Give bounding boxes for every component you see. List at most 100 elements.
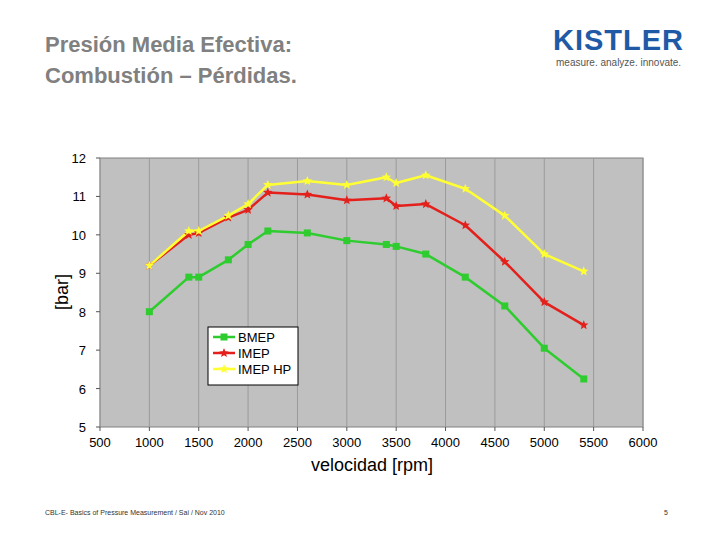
x-tick xyxy=(149,427,150,431)
footer: CBL-E- Basics of Pressure Measurement / … xyxy=(45,509,225,516)
y-tick xyxy=(96,350,100,351)
series-marker xyxy=(245,241,252,248)
x-tick-label: 1000 xyxy=(135,435,164,450)
grid-line xyxy=(593,158,594,427)
legend-marker xyxy=(219,364,229,373)
series-marker xyxy=(243,199,253,208)
series-marker xyxy=(303,176,313,185)
y-tick xyxy=(96,427,100,428)
slide-title: Combustión – Pérdidas. xyxy=(45,63,297,88)
legend-marker xyxy=(221,334,228,341)
series-marker xyxy=(579,266,589,275)
series-marker xyxy=(342,195,352,204)
series-marker xyxy=(391,178,401,187)
x-tick-label: 4000 xyxy=(431,435,460,450)
x-tick-label: 6000 xyxy=(629,435,658,450)
slide-title: Presión Media Efectiva: xyxy=(45,32,292,57)
series-marker xyxy=(421,170,431,179)
legend-box xyxy=(208,327,298,385)
y-tick-label: 10 xyxy=(72,228,86,243)
grid-line xyxy=(544,158,545,427)
x-tick xyxy=(445,427,446,431)
x-tick-label: 1500 xyxy=(184,435,213,450)
grid-line xyxy=(149,158,150,427)
series-marker xyxy=(343,237,350,244)
y-tick-label: 8 xyxy=(79,305,86,320)
x-tick xyxy=(494,427,495,431)
y-tick-label: 6 xyxy=(79,382,86,397)
logo-tagline: measure. analyze. innovate. xyxy=(556,57,681,68)
grid-line xyxy=(396,158,397,427)
series-marker xyxy=(184,226,194,235)
series-marker xyxy=(579,320,589,329)
series-marker xyxy=(393,243,400,250)
y-tick xyxy=(96,311,100,312)
x-tick xyxy=(643,427,644,431)
logo: KISTLER xyxy=(553,24,684,56)
y-tick xyxy=(96,234,100,235)
y-axis-label: [bar] xyxy=(52,274,72,310)
series-marker xyxy=(264,228,271,235)
series-marker xyxy=(391,201,401,210)
y-tick-label: 12 xyxy=(72,151,86,166)
y-tick xyxy=(96,273,100,274)
series-marker xyxy=(382,193,392,202)
series-marker xyxy=(540,297,550,306)
series-marker xyxy=(224,211,234,220)
series-marker xyxy=(263,180,273,189)
x-tick xyxy=(396,427,397,431)
series-marker xyxy=(145,261,155,270)
grid-line xyxy=(100,158,101,427)
series-marker xyxy=(500,211,510,220)
series-marker xyxy=(382,172,392,181)
series-marker xyxy=(342,180,352,189)
y-tick xyxy=(96,158,100,159)
y-tick-label: 11 xyxy=(73,189,87,204)
grid-line xyxy=(198,158,199,427)
series-marker xyxy=(383,241,390,248)
y-tick xyxy=(96,196,100,197)
y-tick-label: 9 xyxy=(79,266,86,281)
legend-marker xyxy=(219,348,229,357)
series-marker xyxy=(461,184,471,193)
y-tick-label: 7 xyxy=(79,343,86,358)
y-tick xyxy=(96,388,100,389)
y-tick-label: 5 xyxy=(79,420,86,435)
series-marker xyxy=(421,199,431,208)
series-line xyxy=(149,175,583,271)
series-marker xyxy=(500,257,510,266)
series-marker xyxy=(185,274,192,281)
x-tick-label: 5000 xyxy=(530,435,559,450)
x-tick-label: 500 xyxy=(89,435,111,450)
legend: BMEPIMEPIMEP HP xyxy=(208,327,298,385)
series-marker xyxy=(540,249,550,258)
x-axis-label: velocidad [rpm] xyxy=(311,455,433,475)
series-marker xyxy=(146,308,153,315)
series-marker xyxy=(541,345,548,352)
series-marker xyxy=(194,226,204,235)
grid-line xyxy=(248,158,249,427)
x-tick xyxy=(248,427,249,431)
series-marker xyxy=(422,251,429,258)
x-tick-label: 4500 xyxy=(480,435,509,450)
plot-area xyxy=(100,158,643,427)
grid-line xyxy=(494,158,495,427)
series-marker xyxy=(225,256,232,263)
x-tick-label: 3000 xyxy=(332,435,361,450)
x-tick xyxy=(198,427,199,431)
x-tick xyxy=(593,427,594,431)
slide: Presión Media Efectiva: Combustión – Pérd… xyxy=(0,0,720,540)
x-tick-label: 5500 xyxy=(579,435,608,450)
x-tick-label: 3500 xyxy=(382,435,411,450)
series-marker xyxy=(462,274,469,281)
series-marker xyxy=(304,229,311,236)
series-marker xyxy=(263,188,273,197)
grid-line xyxy=(297,158,298,427)
x-tick-label: 2500 xyxy=(283,435,312,450)
x-tick xyxy=(346,427,347,431)
series-marker xyxy=(461,220,471,229)
legend-label: IMEP HP xyxy=(238,362,291,377)
series-marker xyxy=(195,274,202,281)
x-tick xyxy=(297,427,298,431)
x-tick xyxy=(544,427,545,431)
